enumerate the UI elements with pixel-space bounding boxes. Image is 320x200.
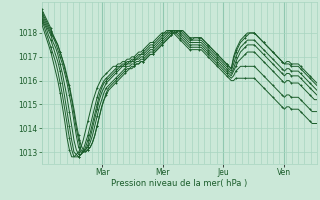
X-axis label: Pression niveau de la mer( hPa ): Pression niveau de la mer( hPa ): [111, 179, 247, 188]
